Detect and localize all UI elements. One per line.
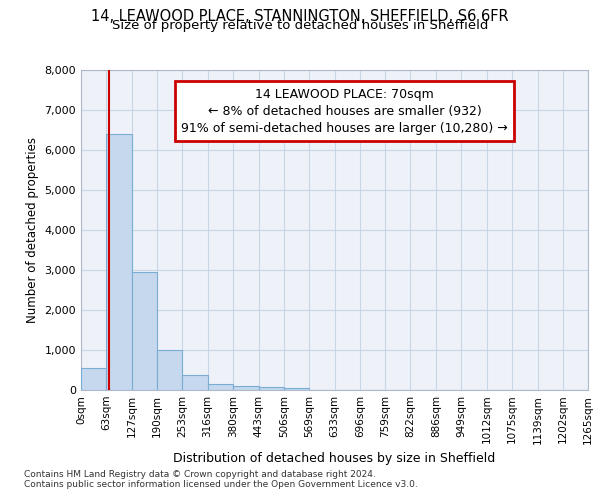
Bar bbox=[182, 375, 208, 390]
Text: Size of property relative to detached houses in Sheffield: Size of property relative to detached ho… bbox=[112, 19, 488, 32]
Bar bbox=[132, 272, 157, 390]
Bar bbox=[157, 350, 182, 390]
Text: Contains public sector information licensed under the Open Government Licence v3: Contains public sector information licen… bbox=[24, 480, 418, 489]
Text: 14, LEAWOOD PLACE, STANNINGTON, SHEFFIELD, S6 6FR: 14, LEAWOOD PLACE, STANNINGTON, SHEFFIEL… bbox=[91, 9, 509, 24]
Bar bbox=[208, 384, 233, 390]
Bar bbox=[81, 368, 106, 390]
Text: 14 LEAWOOD PLACE: 70sqm
← 8% of detached houses are smaller (932)
91% of semi-de: 14 LEAWOOD PLACE: 70sqm ← 8% of detached… bbox=[181, 88, 508, 134]
X-axis label: Distribution of detached houses by size in Sheffield: Distribution of detached houses by size … bbox=[173, 452, 496, 465]
Y-axis label: Number of detached properties: Number of detached properties bbox=[26, 137, 39, 323]
Bar bbox=[259, 387, 284, 390]
Bar bbox=[284, 388, 309, 390]
Bar bbox=[233, 386, 259, 390]
Text: Contains HM Land Registry data © Crown copyright and database right 2024.: Contains HM Land Registry data © Crown c… bbox=[24, 470, 376, 479]
Bar bbox=[106, 134, 132, 390]
